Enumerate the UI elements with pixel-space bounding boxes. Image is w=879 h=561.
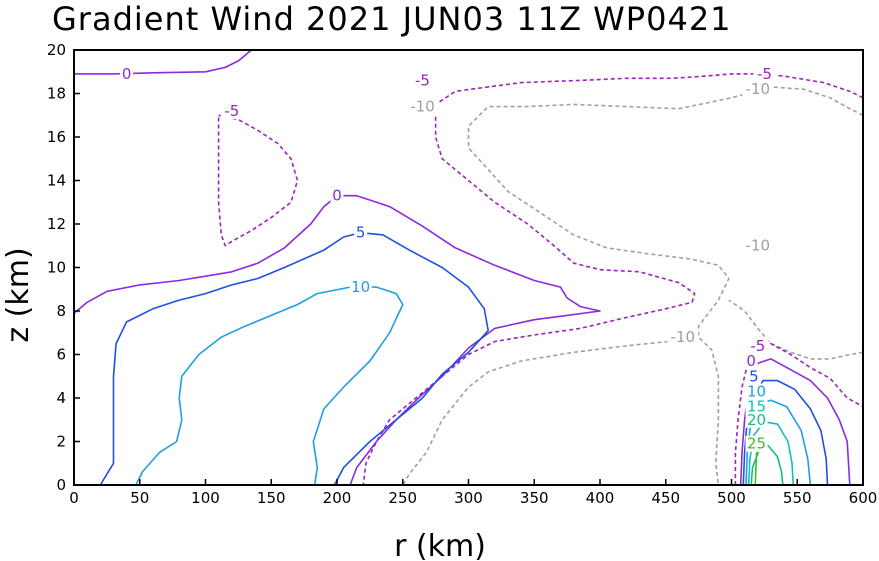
contour-label: -10 bbox=[746, 237, 771, 255]
contour-line-5-7 bbox=[99, 231, 489, 486]
contour-label: 0 bbox=[746, 352, 756, 370]
contour-label: -10 bbox=[410, 98, 435, 116]
x-tick-label: 500 bbox=[717, 489, 746, 507]
y-axis-label: z (km) bbox=[1, 247, 36, 342]
contour-line-20-14 bbox=[750, 445, 784, 486]
contour-label-bg bbox=[742, 81, 774, 98]
x-tick-label: 250 bbox=[388, 489, 417, 507]
contour-label: -5 bbox=[224, 102, 239, 120]
contour-line-25-15 bbox=[754, 452, 758, 486]
contour-line-15-13 bbox=[747, 421, 795, 486]
contour-label: 20 bbox=[747, 411, 766, 429]
contour-label: 10 bbox=[747, 383, 766, 401]
contour-line-0-0 bbox=[74, 49, 253, 75]
contour-line--10-3 bbox=[467, 86, 864, 486]
contour-label: 0 bbox=[122, 65, 132, 83]
y-tick-label: 4 bbox=[56, 389, 66, 407]
contour-label-bg bbox=[354, 224, 368, 241]
contour-label-bg bbox=[753, 65, 776, 82]
x-tick-label: 550 bbox=[783, 489, 812, 507]
contour-label-bg bbox=[667, 329, 699, 346]
x-tick-label: 0 bbox=[69, 489, 79, 507]
contour-label-bg bbox=[407, 98, 438, 115]
contour-line-0-6 bbox=[73, 194, 601, 486]
x-tick-label: 400 bbox=[586, 489, 615, 507]
contour-label-bg bbox=[220, 102, 243, 119]
contour-label-bg bbox=[747, 368, 761, 385]
contour-label-bg bbox=[744, 353, 758, 369]
y-tick-label: 6 bbox=[56, 346, 66, 364]
contour-label-bg bbox=[330, 187, 344, 204]
y-tick-label: 12 bbox=[47, 215, 66, 233]
contour-label-bg bbox=[745, 383, 768, 400]
contour-label: -5 bbox=[415, 71, 430, 89]
contour-label-bg bbox=[745, 435, 768, 452]
contour-line-10-8 bbox=[135, 286, 404, 486]
contour-label: 25 bbox=[747, 435, 766, 453]
y-tick-label: 0 bbox=[56, 476, 66, 494]
contour-label-bg bbox=[120, 65, 134, 82]
contour-label-bg bbox=[411, 72, 434, 89]
x-tick-label: 300 bbox=[454, 489, 483, 507]
contour-label: -10 bbox=[671, 328, 696, 346]
contour-line-0-10 bbox=[739, 358, 851, 486]
contour-lines bbox=[73, 49, 864, 486]
y-tick-label: 18 bbox=[47, 85, 66, 103]
x-tick-label: 100 bbox=[191, 489, 220, 507]
axes: 0 50 100 150 200 250 300 350 400 450 500 550 6000246… bbox=[47, 41, 877, 507]
contour-line--5-1 bbox=[217, 114, 299, 247]
contour-label-bg bbox=[349, 279, 372, 296]
x-tick-label: 350 bbox=[520, 489, 549, 507]
y-tick-label: 14 bbox=[47, 172, 66, 190]
contour-label: 0 bbox=[332, 187, 342, 205]
contour-label-bg bbox=[746, 337, 769, 354]
y-tick-label: 8 bbox=[56, 302, 66, 320]
y-tick-label: 10 bbox=[47, 259, 66, 277]
chart-title: Gradient Wind 2021 JUN03 11Z WP0421 bbox=[52, 0, 732, 38]
x-tick-label: 600 bbox=[849, 489, 878, 507]
contour-line--10-4 bbox=[402, 340, 669, 486]
x-tick-label: 200 bbox=[323, 489, 352, 507]
y-tick-label: 16 bbox=[47, 128, 66, 146]
x-tick-label: 150 bbox=[257, 489, 286, 507]
contour-line-5-11 bbox=[742, 379, 829, 486]
contour-label: 5 bbox=[356, 224, 366, 242]
contour-label-bg bbox=[742, 237, 774, 254]
x-axis-label: r (km) bbox=[394, 529, 486, 561]
y-tick-label: 2 bbox=[56, 433, 66, 451]
contour-label: -5 bbox=[750, 337, 765, 355]
x-tick-label: 450 bbox=[651, 489, 680, 507]
contour-label-bg bbox=[745, 411, 768, 428]
contour-label: 5 bbox=[749, 367, 759, 385]
contour-label: -10 bbox=[746, 80, 771, 98]
contour-line--5-2 bbox=[362, 73, 864, 486]
y-tick-label: 20 bbox=[47, 41, 66, 59]
x-tick-label: 50 bbox=[130, 489, 149, 507]
contour-label: 10 bbox=[351, 278, 370, 296]
contour-label-bg bbox=[745, 398, 768, 415]
contour-label: -5 bbox=[757, 65, 772, 83]
contour-label: 15 bbox=[747, 398, 766, 416]
